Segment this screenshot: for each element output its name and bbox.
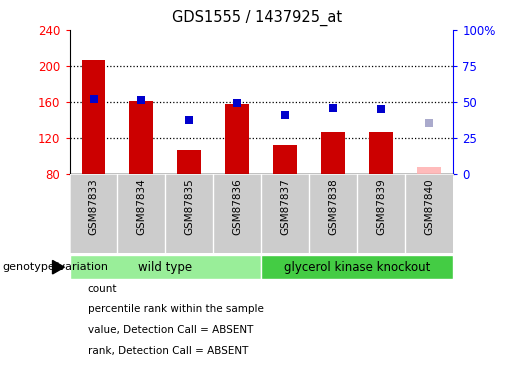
Bar — [417, 167, 441, 174]
Text: genotype/variation: genotype/variation — [3, 262, 109, 272]
Bar — [321, 132, 345, 174]
Text: percentile rank within the sample: percentile rank within the sample — [88, 304, 264, 314]
Polygon shape — [53, 260, 64, 274]
Bar — [70, 255, 261, 279]
Text: GSM87838: GSM87838 — [328, 178, 338, 235]
Text: GSM87836: GSM87836 — [232, 178, 243, 235]
Bar — [129, 101, 153, 174]
Text: GSM87833: GSM87833 — [89, 178, 98, 235]
Text: rank, Detection Call = ABSENT: rank, Detection Call = ABSENT — [88, 346, 248, 355]
Bar — [261, 255, 453, 279]
Text: glycerol kinase knockout: glycerol kinase knockout — [284, 261, 431, 274]
Bar — [178, 150, 201, 174]
Bar — [273, 145, 297, 174]
Text: wild type: wild type — [139, 261, 193, 274]
Text: count: count — [88, 284, 117, 294]
Text: GSM87837: GSM87837 — [280, 178, 290, 235]
Bar — [226, 104, 249, 174]
Text: GSM87839: GSM87839 — [376, 178, 386, 235]
Text: value, Detection Call = ABSENT: value, Detection Call = ABSENT — [88, 325, 253, 335]
Text: GSM87834: GSM87834 — [136, 178, 146, 235]
Bar — [369, 132, 393, 174]
Text: GSM87835: GSM87835 — [184, 178, 195, 235]
Text: GDS1555 / 1437925_at: GDS1555 / 1437925_at — [173, 9, 342, 26]
Text: GSM87840: GSM87840 — [424, 178, 434, 235]
Bar — [81, 60, 106, 174]
